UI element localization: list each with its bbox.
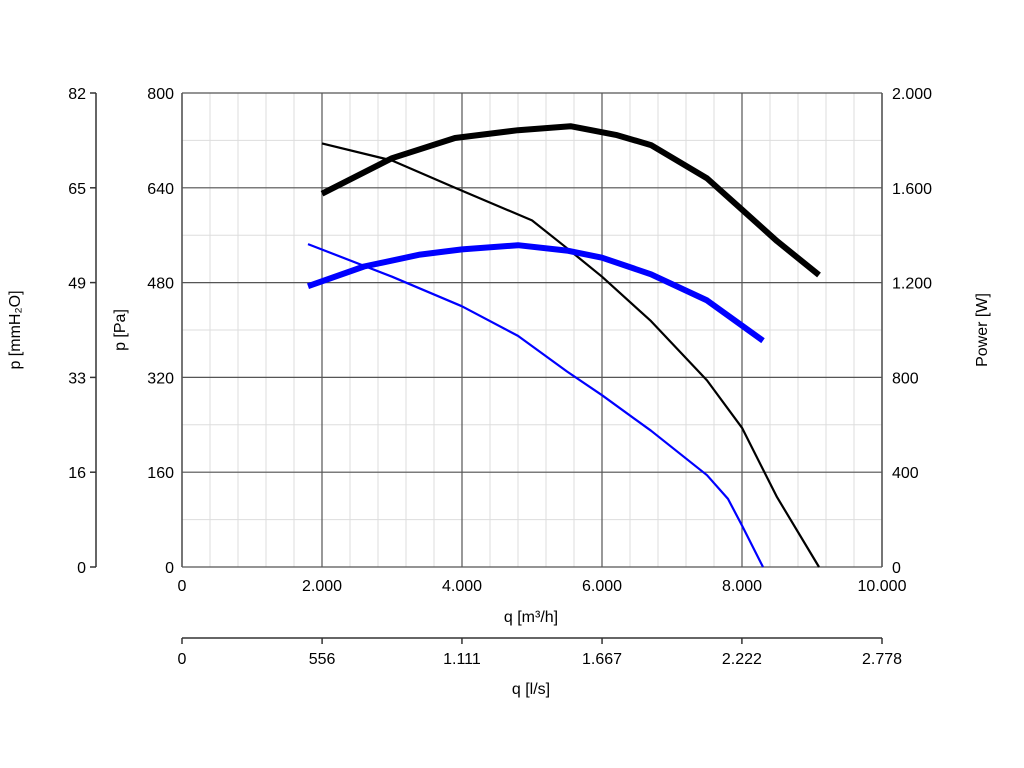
y2-tick-label: 1.600: [892, 181, 932, 198]
y-tick-label: 480: [147, 276, 174, 293]
series-line-1: [321, 142, 820, 568]
x2-tick-label: 1.667: [582, 651, 622, 668]
y-outer-tick-label: 33: [68, 370, 86, 387]
x2-tick-label: 1.111: [443, 651, 481, 668]
x-tick-label: 0: [178, 578, 187, 595]
x-tick-label: 2.000: [302, 578, 342, 595]
x-tick-label: 8.000: [722, 578, 762, 595]
x2-tick-label: 0: [178, 651, 187, 668]
x2-tick-label: 556: [309, 651, 336, 668]
series-layer: [307, 123, 821, 568]
x-axis-title: q [m³/h]: [504, 609, 558, 626]
y-outer-tick-label: 49: [68, 276, 86, 293]
plot-frame: [181, 93, 883, 567]
y-outer-tick-label: 82: [68, 86, 86, 103]
x2-tick-label: 2.778: [862, 651, 902, 668]
y-tick-label: 640: [147, 181, 174, 198]
series-line-3: [320, 123, 821, 278]
y-outer-axis-title: p [mmH₂O]: [7, 290, 24, 369]
y2-tick-label: 1.200: [892, 276, 932, 293]
y2-tick-label: 2.000: [892, 86, 932, 103]
y2-tick-label: 800: [892, 370, 919, 387]
y-outer-tick-label: 0: [77, 560, 86, 577]
x2-tick-label: 2.222: [722, 651, 762, 668]
y-tick-label: 0: [165, 560, 174, 577]
y-tick-label: 800: [147, 86, 174, 103]
series-line-2: [307, 243, 764, 568]
x-tick-label: 6.000: [582, 578, 622, 595]
y-tick-label: 160: [147, 465, 174, 482]
x-tick-label: 4.000: [442, 578, 482, 595]
x2-axis-title: q [l/s]: [512, 681, 550, 698]
x-tick-label: 10.000: [858, 578, 907, 595]
y-outer-tick-label: 65: [68, 181, 86, 198]
y2-tick-label: 0: [892, 560, 901, 577]
y-axis-title: p [Pa]: [112, 309, 129, 351]
y-outer-tick-label: 16: [68, 465, 86, 482]
y2-axis-title: Power [W]: [974, 293, 991, 367]
y-tick-label: 320: [147, 370, 174, 387]
series-line-4: [307, 242, 765, 344]
y2-tick-label: 400: [892, 465, 919, 482]
